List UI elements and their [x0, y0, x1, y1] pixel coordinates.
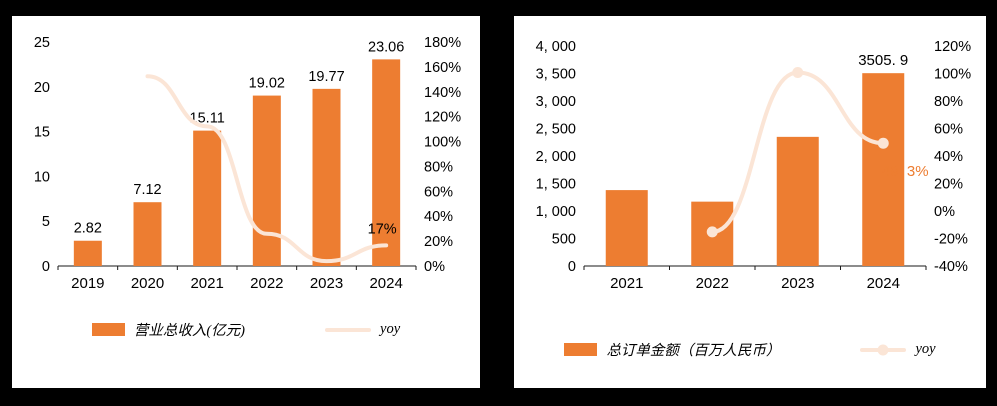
- bar: [193, 130, 222, 266]
- bar: [73, 240, 102, 266]
- legend-item-line-dot: yoy: [860, 341, 936, 358]
- legend-label: 总订单金额（百万人民币）: [606, 343, 781, 359]
- yoy-marker: [792, 67, 804, 79]
- left-axis-tick-label: 4, 000: [536, 39, 576, 55]
- right-axis-tick-label: 40%: [934, 149, 963, 165]
- legend-item-line: yoy: [325, 321, 400, 338]
- yoy-line: [145, 74, 389, 264]
- bar: [862, 73, 905, 266]
- yoy-end-label: 17%: [368, 221, 397, 237]
- left-axis-tick-label: 1, 000: [536, 204, 576, 220]
- left-axis-tick-label: 15: [34, 125, 50, 141]
- right-axis-tick-label: -20%: [934, 232, 968, 248]
- orders-chart-legend: 总订单金额（百万人民币） yoy: [514, 339, 986, 360]
- right-axis-tick-label: 100%: [424, 135, 461, 151]
- orders-chart-panel: 0 500 1, 000 1, 500 2, 000 2, 500 3, 000 3, 500…: [514, 16, 986, 388]
- left-axis-tick-label: 500: [552, 232, 576, 248]
- bar-value-label: 19.02: [249, 76, 285, 92]
- x-axis-label: 2023: [310, 275, 343, 292]
- line-swatch: [325, 327, 372, 332]
- x-axis-label: 2023: [781, 275, 814, 292]
- bar-value-label: 19.77: [308, 69, 344, 85]
- x-axis-label: 2022: [250, 275, 283, 292]
- revenue-chart-panel: 0 5 10 15 20 25 0% 20% 40% 60% 80% 100% 120% 140% 160%…: [12, 16, 480, 388]
- yoy-end-label: 49. 3%: [882, 163, 929, 180]
- x-axis-label: 2022: [696, 275, 729, 292]
- x-axis-label: 2021: [610, 275, 643, 292]
- bar: [252, 95, 281, 266]
- line-swatch: [860, 344, 907, 355]
- right-axis-tick-label: 60%: [424, 184, 453, 200]
- bar-swatch: [91, 323, 125, 336]
- left-axis-tick-label: 1, 500: [536, 177, 576, 193]
- line-marker-swatch: [877, 344, 889, 355]
- legend-item-bar: 总订单金额（百万人民币）: [564, 339, 780, 360]
- right-axis-tick-label: 120%: [934, 39, 971, 55]
- bar-value-label: 2.82: [74, 221, 102, 237]
- right-axis-tick-label: 0%: [424, 259, 445, 275]
- revenue-chart-legend: 营业总收入(亿元) yoy: [12, 319, 480, 340]
- left-axis-tick-label: 25: [34, 35, 50, 51]
- right-axis-tick-label: 100%: [934, 67, 971, 83]
- right-axis-tick-label: 120%: [424, 110, 461, 126]
- left-axis-tick-label: 10: [34, 169, 50, 185]
- legend-item-bar: 营业总收入(亿元): [91, 319, 246, 340]
- right-axis-tick-label: 40%: [424, 209, 453, 225]
- bar: [312, 88, 341, 266]
- right-axis-tick-label: 80%: [934, 94, 963, 110]
- bar-value-label: 7.12: [133, 182, 161, 198]
- left-axis-tick-label: 0: [42, 259, 50, 275]
- right-axis-tick-label: 60%: [934, 122, 963, 138]
- right-axis-tick-label: 180%: [424, 35, 461, 51]
- right-axis-tick-label: 20%: [424, 234, 453, 250]
- bar-value-label: 23.06: [368, 39, 404, 55]
- left-axis-tick-label: 0: [568, 259, 576, 275]
- bar-value-label: 3505. 9: [858, 52, 908, 69]
- right-axis-tick-label: 0%: [934, 204, 955, 220]
- right-axis-tick-label: 20%: [934, 177, 963, 193]
- left-axis-tick-label: 3, 500: [536, 67, 576, 83]
- left-axis-tick-label: 3, 000: [536, 94, 576, 110]
- orders-chart-svg: 0 500 1, 000 1, 500 2, 000 2, 500 3, 000 3, 500…: [536, 39, 972, 292]
- x-axis-label: 2024: [369, 275, 402, 292]
- legend-label: 营业总收入(亿元): [133, 323, 246, 339]
- bar: [372, 59, 401, 266]
- right-axis-tick-label: 80%: [424, 159, 453, 175]
- right-axis-tick-label: 160%: [424, 60, 461, 76]
- left-axis-tick-label: 20: [34, 80, 50, 96]
- legend-label: yoy: [380, 321, 401, 337]
- right-axis-tick-label: -40%: [934, 259, 968, 275]
- x-axis-label: 2021: [190, 275, 223, 292]
- bar-swatch: [564, 343, 598, 356]
- left-axis-tick-label: 2, 500: [536, 122, 576, 138]
- yoy-marker: [877, 137, 889, 149]
- bar: [133, 202, 162, 266]
- revenue-chart-svg: 0 5 10 15 20 25 0% 20% 40% 60% 80% 100% 120% 140% 160%…: [34, 35, 461, 292]
- orders-chart: 0 500 1, 000 1, 500 2, 000 2, 500 3, 000 3, 500…: [514, 16, 986, 313]
- x-axis-label: 2024: [867, 275, 900, 292]
- left-axis-tick-label: 5: [42, 214, 50, 230]
- legend-label: yoy: [915, 341, 936, 357]
- yoy-marker: [706, 226, 718, 238]
- x-axis-label: 2020: [131, 275, 164, 292]
- left-axis-tick-label: 2, 000: [536, 149, 576, 165]
- right-axis-tick-label: 140%: [424, 85, 461, 101]
- x-axis-label: 2019: [71, 275, 104, 292]
- bar: [605, 190, 648, 266]
- bar: [776, 136, 819, 266]
- revenue-chart: 0 5 10 15 20 25 0% 20% 40% 60% 80% 100% 120% 140% 160%…: [12, 16, 480, 313]
